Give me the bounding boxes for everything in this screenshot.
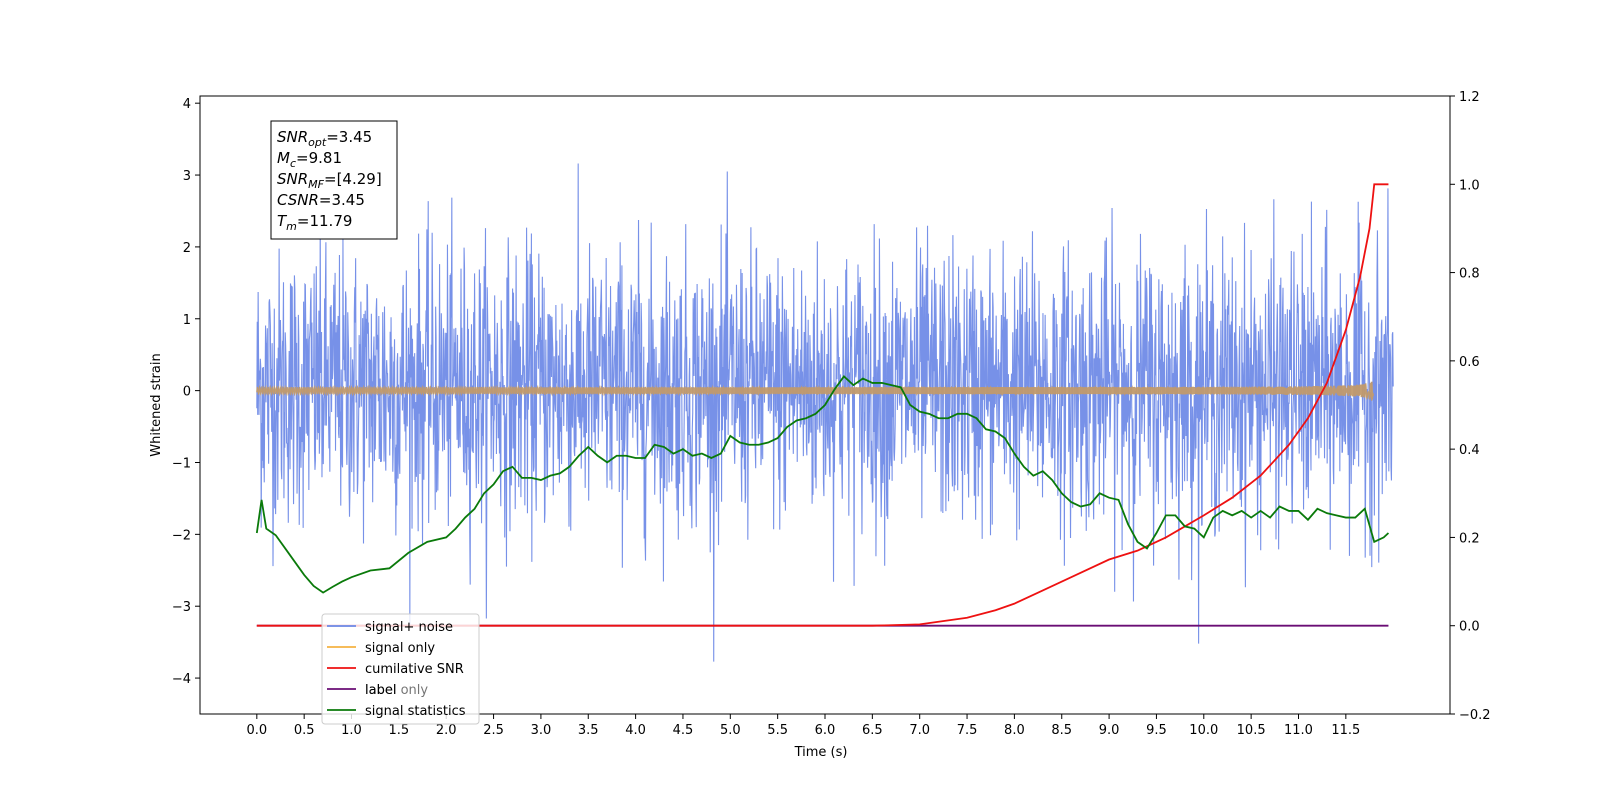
legend: signal+ noise signal only cumilative SNR la… (321, 613, 480, 725)
y-tick-label: −2 (172, 528, 191, 543)
y-tick-label: −1 (172, 456, 191, 471)
legend-label: signal statistics (365, 704, 466, 719)
x-tick-label: 6.0 (815, 723, 836, 738)
x-tick-label: 10.0 (1189, 723, 1218, 738)
x-axis-label: Time (s) (794, 745, 848, 760)
annotation-frame (270, 120, 398, 240)
x-tick-label: 7.5 (957, 723, 978, 738)
y2-tick-label: −0.2 (1459, 708, 1491, 723)
y-axis-left: −4 −3 −2 −1 0 1 2 3 4 (172, 97, 200, 687)
legend-label: signal only (365, 641, 435, 656)
legend-frame (321, 613, 480, 725)
y2-tick-label: 0.2 (1459, 531, 1480, 546)
x-tick-label: 9.0 (1099, 723, 1120, 738)
x-tick-label: 2.0 (436, 723, 457, 738)
legend-label: label (365, 683, 396, 698)
x-tick-label: 3.5 (578, 723, 599, 738)
legend-label: cumilative SNR (365, 662, 464, 677)
x-tick-label: 5.5 (767, 723, 788, 738)
x-tick-label: 8.0 (1004, 723, 1025, 738)
x-tick-label: 2.5 (483, 723, 504, 738)
x-tick-label: 4.0 (625, 723, 646, 738)
annotation-line: SNRopt=3.45 (277, 128, 372, 149)
y-tick-label: −4 (172, 672, 191, 687)
y-tick-label: −3 (172, 600, 191, 615)
x-tick-label: 1.5 (389, 723, 410, 738)
y-tick-label: 0 (183, 385, 191, 400)
legend-label-ghost: label only (365, 683, 428, 698)
signal-statistics-line (255, 374, 1390, 594)
x-tick-label: 0.5 (294, 723, 315, 738)
noise-series (256, 163, 1394, 662)
y2-tick-label: 1.2 (1459, 90, 1480, 105)
x-axis: 0.0 0.5 1.0 1.5 2.0 2.5 3.0 3.5 4.0 4.5 5.0 5.5 6.0 6… (246, 714, 1360, 738)
y2-tick-label: 0.4 (1459, 443, 1480, 458)
x-tick-label: 7.0 (909, 723, 930, 738)
y-tick-label: 4 (183, 97, 191, 112)
x-tick-label: 11.0 (1284, 723, 1313, 738)
x-tick-label: 11.5 (1331, 723, 1360, 738)
x-tick-label: 6.5 (862, 723, 883, 738)
y-axis-right: −0.2 0.0 0.2 0.4 0.6 0.8 1.0 1.2 (1450, 90, 1491, 723)
annotation-line: Tm=11.79 (277, 212, 352, 233)
annotation-line: SNRMF=[4.29] (277, 170, 382, 191)
signal-only-series (256, 381, 1374, 401)
y2-tick-label: 0.0 (1459, 620, 1480, 635)
x-tick-label: 1.0 (341, 723, 362, 738)
x-tick-label: 5.0 (720, 723, 741, 738)
x-tick-label: 3.0 (531, 723, 552, 738)
y2-tick-label: 0.8 (1459, 267, 1480, 282)
y2-tick-label: 1.0 (1459, 178, 1480, 193)
y2-tick-label: 0.6 (1459, 355, 1480, 370)
y-tick-label: 3 (183, 169, 191, 184)
x-tick-label: 0.0 (246, 723, 267, 738)
cumulative-snr-line (256, 183, 1389, 627)
annotation-line: Mc=9.81 (277, 149, 342, 170)
x-tick-label: 4.5 (673, 723, 694, 738)
signal-only-line (256, 381, 1374, 401)
x-tick-label: 10.5 (1237, 723, 1266, 738)
noise-line (256, 163, 1394, 662)
legend-label: signal+ noise (365, 620, 453, 635)
x-tick-label: 9.5 (1146, 723, 1167, 738)
annotation-line: CSNR=3.45 (277, 191, 365, 209)
y-tick-label: 1 (183, 313, 191, 328)
y-tick-label: 2 (183, 241, 191, 256)
y-axis-label: Whitened strain (149, 353, 164, 456)
x-tick-label: 8.5 (1051, 723, 1072, 738)
